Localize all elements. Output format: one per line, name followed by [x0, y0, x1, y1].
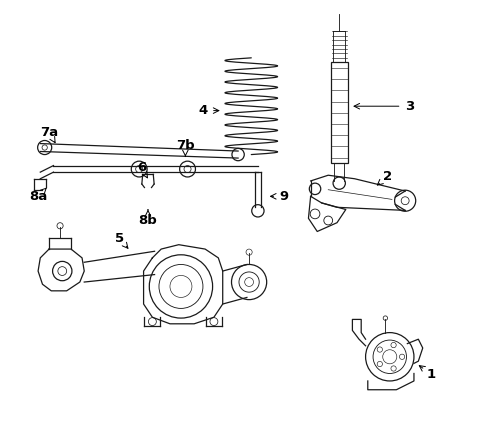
Text: 1: 1	[426, 368, 435, 381]
Text: 8a: 8a	[29, 190, 47, 203]
Text: 7a: 7a	[40, 126, 58, 139]
Text: 6: 6	[136, 161, 146, 174]
Text: 3: 3	[404, 100, 413, 113]
Text: 7b: 7b	[176, 139, 194, 152]
Bar	[330, 62, 347, 163]
Text: 4: 4	[198, 104, 207, 117]
Text: 2: 2	[382, 170, 392, 183]
Text: 9: 9	[279, 190, 288, 203]
Text: 8b: 8b	[138, 214, 157, 227]
Text: 5: 5	[115, 232, 124, 245]
